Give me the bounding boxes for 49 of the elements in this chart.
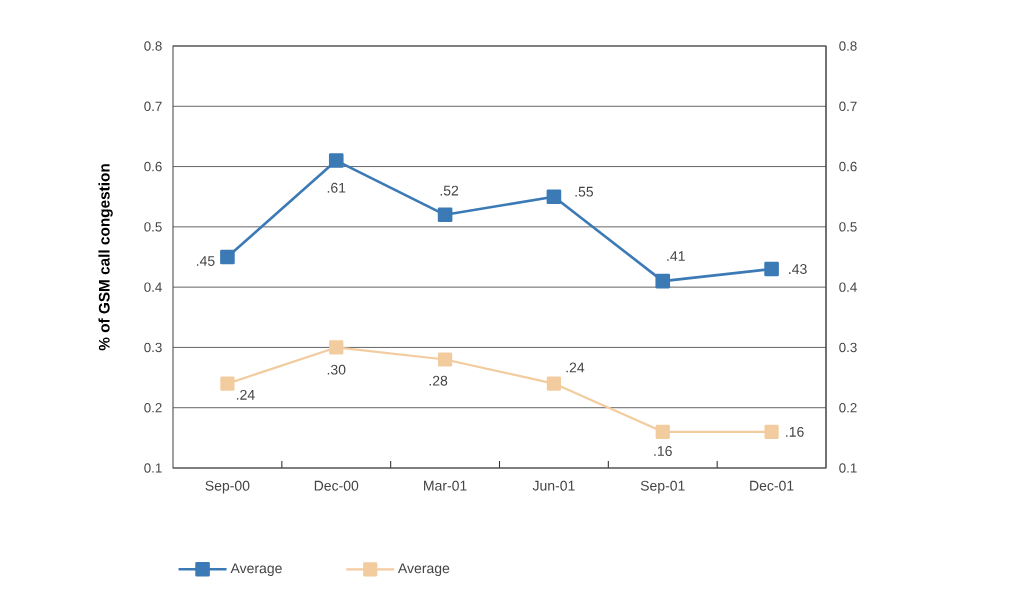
data-label: .41 — [667, 251, 685, 261]
data-label: .16 — [786, 426, 804, 437]
x-tick-label: Sep-00 — [205, 480, 250, 494]
y-tick-label: 0.8 — [144, 41, 162, 51]
y2-tick-label: 0.8 — [839, 41, 857, 51]
y-tick-label: 0.4 — [144, 282, 162, 292]
x-tick-label: Jun-01 — [532, 480, 575, 491]
point — [437, 207, 453, 223]
y-tick-label: 0.5 — [144, 222, 162, 232]
point — [764, 424, 779, 439]
point — [437, 352, 453, 367]
y-tick-label: 0.1 — [144, 463, 162, 473]
data-label: .24 — [566, 362, 585, 373]
x-tick-label: Dec-00 — [314, 480, 359, 491]
data-label: .30 — [327, 364, 346, 375]
data-label: .55 — [575, 186, 594, 197]
x-tick-label: Mar-01 — [424, 480, 467, 491]
y-tick-label: 0.3 — [144, 342, 162, 353]
y2-tick-label: 0.5 — [839, 222, 857, 232]
x-tick-label: Dec-01 — [750, 480, 794, 491]
point — [546, 189, 562, 205]
point — [220, 249, 235, 265]
y2-tick-label: 0.3 — [839, 342, 857, 353]
point — [546, 376, 562, 391]
y2-tick-label: 0.4 — [839, 282, 857, 292]
data-label: .28 — [429, 375, 448, 386]
point — [328, 153, 344, 168]
point — [764, 261, 779, 277]
legend-label: Average — [230, 563, 282, 577]
data-label: .61 — [327, 182, 346, 193]
data-label: .24 — [236, 389, 255, 400]
point — [655, 273, 671, 289]
x-tick-label: Sep-01 — [640, 480, 685, 494]
y-tick-label: 0.7 — [144, 101, 162, 111]
point — [655, 424, 670, 439]
data-label: .52 — [440, 185, 459, 196]
y2-tick-label: 0.1 — [839, 463, 857, 473]
point — [329, 340, 344, 355]
data-label: .16 — [654, 446, 672, 457]
data-label: .43 — [789, 264, 807, 275]
y-axis-title: % of GSM call congestion — [98, 164, 113, 351]
data-label: .45 — [196, 256, 215, 266]
y-tick-label: 0.2 — [144, 403, 162, 413]
y2-tick-label: 0.2 — [839, 403, 857, 413]
y2-tick-label: 0.7 — [839, 101, 857, 111]
y2-tick-label: 0.6 — [839, 161, 857, 172]
legend-label: Average — [397, 563, 450, 577]
point — [220, 376, 235, 391]
y-tick-label: 0.6 — [144, 161, 162, 172]
